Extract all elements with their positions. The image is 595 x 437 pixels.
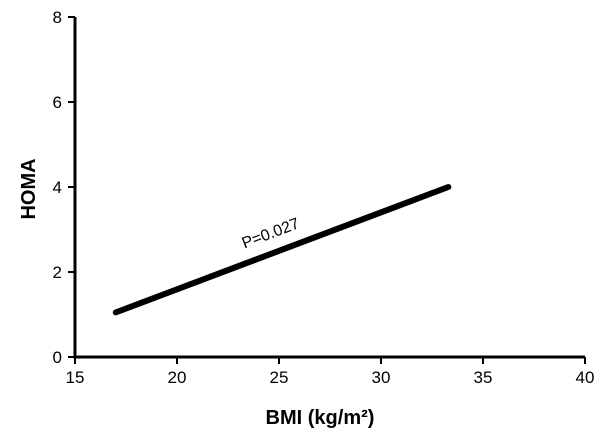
x-tick-label: 25: [270, 368, 289, 387]
y-tick-label: 2: [53, 263, 62, 282]
x-axis-title: BMI (kg/m²): [266, 407, 375, 429]
x-tick-label: 40: [576, 368, 595, 387]
y-tick-label: 6: [53, 93, 62, 112]
y-ticks: 0 2 4 6 8: [53, 8, 75, 367]
y-tick-label: 0: [53, 348, 62, 367]
y-tick-label: 4: [53, 178, 62, 197]
x-tick-label: 30: [372, 368, 391, 387]
regression-line: [112, 184, 452, 316]
y-tick-label: 8: [53, 8, 62, 27]
axes: 15 20 25 30 35 40 0 2 4 6 8: [53, 8, 595, 387]
y-axis-title: HOMA: [18, 158, 40, 219]
series-layer: [112, 184, 452, 316]
x-tick-label: 20: [168, 368, 187, 387]
x-tick-label: 35: [474, 368, 493, 387]
x-ticks: 15 20 25 30 35 40: [66, 357, 595, 387]
x-tick-label: 15: [66, 368, 85, 387]
